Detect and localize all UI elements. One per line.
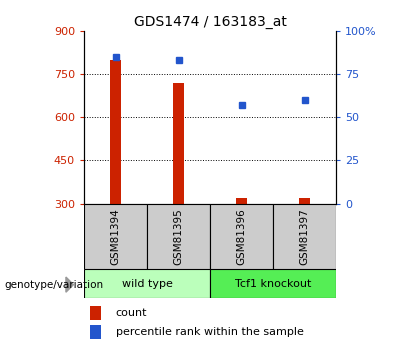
Bar — [84, 204, 147, 269]
Bar — [173, 83, 184, 204]
Text: wild type: wild type — [121, 279, 173, 289]
Bar — [299, 198, 310, 204]
Text: GSM81394: GSM81394 — [110, 208, 121, 265]
Bar — [84, 269, 210, 298]
Text: GSM81397: GSM81397 — [299, 208, 310, 265]
Bar — [210, 204, 273, 269]
Text: count: count — [116, 308, 147, 318]
Bar — [273, 204, 336, 269]
Bar — [90, 325, 101, 338]
Text: Tcf1 knockout: Tcf1 knockout — [235, 279, 311, 289]
Bar — [236, 198, 247, 204]
Text: GSM81396: GSM81396 — [236, 208, 247, 265]
Text: genotype/variation: genotype/variation — [4, 280, 103, 289]
Polygon shape — [66, 277, 74, 292]
Title: GDS1474 / 163183_at: GDS1474 / 163183_at — [134, 14, 286, 29]
Text: GSM81395: GSM81395 — [173, 208, 184, 265]
Bar — [110, 60, 121, 204]
Bar — [210, 269, 336, 298]
Bar — [147, 204, 210, 269]
Bar — [90, 306, 101, 319]
Text: percentile rank within the sample: percentile rank within the sample — [116, 327, 303, 337]
